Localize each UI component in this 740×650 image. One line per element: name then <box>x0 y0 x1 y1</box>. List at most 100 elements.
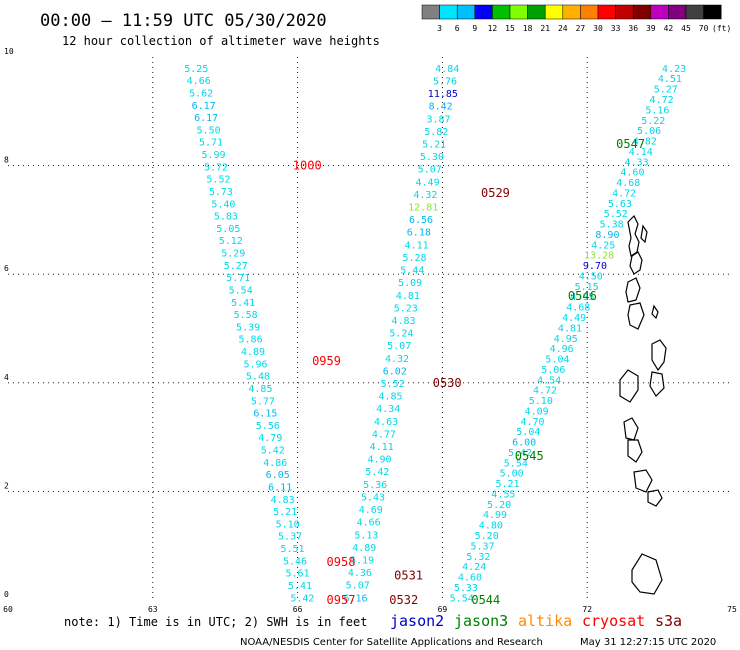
colorbar-tick: 6 <box>455 24 460 33</box>
satellite-name: altika <box>518 612 572 630</box>
swh-value-label: 4.95 <box>554 334 578 345</box>
swh-value-label: 5.72 <box>204 162 228 173</box>
colorbar-swatch <box>439 4 458 20</box>
swh-value-label: 5.21 <box>495 479 519 490</box>
swh-value-label: 4.69 <box>359 505 383 516</box>
swh-value-label: 5.15 <box>575 282 599 293</box>
swh-value-label: 5.42 <box>365 467 389 478</box>
satellite-legend: jason2 jason3 altika cryosat s3a <box>390 612 682 630</box>
x-tick-label: 75 <box>727 605 737 614</box>
swh-value-label: 5.38 <box>600 220 624 231</box>
swh-value-label: 4.79 <box>258 433 282 444</box>
colorbar-swatch <box>562 4 581 20</box>
time-label: 0531 <box>394 569 423 583</box>
x-tick-label: 63 <box>148 605 158 614</box>
swh-value-label: 5.42 <box>290 593 314 604</box>
swh-value-label: 4.95 <box>570 292 594 303</box>
colorbar-tick: 45 <box>681 24 691 33</box>
land-shape <box>623 417 639 441</box>
colorbar-swatch <box>527 4 546 20</box>
colorbar-swatch <box>509 4 528 20</box>
swh-value-label: 4.80 <box>479 521 503 532</box>
swh-value-label: 4.55 <box>491 489 515 500</box>
swh-value-label: 4.81 <box>396 291 420 302</box>
y-tick-label: 4 <box>4 373 9 382</box>
swh-value-label: 5.48 <box>246 372 270 383</box>
swh-value-label: 5.07 <box>418 165 442 176</box>
swh-value-label: 8.42 <box>429 102 453 113</box>
swh-value-label: 5.42 <box>508 448 532 459</box>
swh-value-label: 3.87 <box>426 114 450 125</box>
swh-value-label: 5.43 <box>361 492 385 503</box>
chart-axes: 60 63 66 69 72 75 0 2 4 6 8 10 <box>3 47 737 614</box>
swh-value-label: 5.41 <box>288 581 312 592</box>
swh-value-label: 4.32 <box>385 354 409 365</box>
swh-value-label: 4.60 <box>458 573 482 584</box>
swh-value-label: 4.86 <box>263 458 287 469</box>
swh-value-label: 5.06 <box>637 126 661 137</box>
swh-value-label: 5.07 <box>387 341 411 352</box>
time-label: 0546 <box>568 289 597 303</box>
swh-value-label: 5.51 <box>281 544 305 555</box>
footer-credit: NOAA/NESDIS Center for Satellite Applica… <box>240 637 543 648</box>
colorbar-tick: 36 <box>628 24 638 33</box>
swh-value-label: 4.11 <box>370 442 394 453</box>
land-shape <box>627 439 643 463</box>
swh-value-label: 4.49 <box>416 177 440 188</box>
chart-marks: 5.254.665.626.176.175.505.715.995.725.52… <box>184 64 686 604</box>
swh-value-label: 5.16 <box>645 105 669 116</box>
swh-value-label: 5.77 <box>251 396 275 407</box>
time-label: 0958 <box>327 555 356 569</box>
swh-value-label: 4.09 <box>525 406 549 417</box>
swh-value-label: 5.36 <box>363 480 387 491</box>
swh-value-label: 5.21 <box>273 507 297 518</box>
swh-value-label: 5.13 <box>354 530 378 541</box>
time-label: 0532 <box>389 593 418 607</box>
swh-value-label: 5.10 <box>276 519 300 530</box>
swh-value-label: 5.52 <box>604 209 628 220</box>
swh-value-label: 6.00 <box>512 438 536 449</box>
swh-value-label: 5.58 <box>234 310 258 321</box>
swh-value-label: 5.24 <box>389 329 413 340</box>
y-tick-label: 6 <box>4 264 9 273</box>
swh-value-label: 6.11 <box>268 482 292 493</box>
swh-value-label: 5.82 <box>424 127 448 138</box>
swh-value-label: 4.89 <box>352 543 376 554</box>
colorbar-tick: 39 <box>646 24 656 33</box>
swh-value-label: 5.37 <box>278 532 302 543</box>
land-shape <box>627 302 645 330</box>
footer-timestamp: May 31 12:27:15 UTC 2020 <box>580 637 716 648</box>
swh-value-label: 4.72 <box>612 188 636 199</box>
swh-value-label: 5.86 <box>239 335 263 346</box>
chart-subtitle: 12 hour collection of altimeter wave hei… <box>62 34 380 48</box>
swh-value-label: 5.40 <box>211 199 235 210</box>
land-shape <box>649 371 665 397</box>
colorbar-tick: 21 <box>540 24 550 33</box>
y-tick-label: 10 <box>4 47 14 56</box>
swh-value-label: 5.29 <box>221 249 245 260</box>
swh-value-label: 4.32 <box>413 190 437 201</box>
swh-value-label: 5.37 <box>470 541 494 552</box>
swh-value-label: 4.54 <box>537 375 561 386</box>
swh-value-label: 4.25 <box>591 240 615 251</box>
chart-title: 00:00 – 11:59 UTC 05/30/2020 <box>40 11 327 31</box>
swh-value-label: 5.04 <box>516 427 540 438</box>
swh-value-label: 5.23 <box>394 303 418 314</box>
time-label: 0957 <box>327 593 356 607</box>
swh-value-label: 6.15 <box>253 409 277 420</box>
swh-value-label: 5.20 <box>487 500 511 511</box>
colorbar-swatch <box>650 4 669 20</box>
colorbar-swatch <box>632 4 652 20</box>
swh-value-label: 5.54 <box>450 593 474 604</box>
colorbar-tick: 42 <box>664 24 674 33</box>
swh-value-label: 5.22 <box>641 116 665 127</box>
swh-value-label: 5.00 <box>500 469 524 480</box>
swh-value-label: 5.62 <box>189 88 213 99</box>
satellite-name: jason3 <box>454 612 508 630</box>
colorbar-tick: 3 <box>437 24 442 33</box>
swh-value-label: 6.02 <box>383 366 407 377</box>
swh-value-label: 5.73 <box>209 187 233 198</box>
land-shape <box>651 339 667 372</box>
time-label: 1000 <box>293 159 322 173</box>
land-shape <box>651 304 659 320</box>
